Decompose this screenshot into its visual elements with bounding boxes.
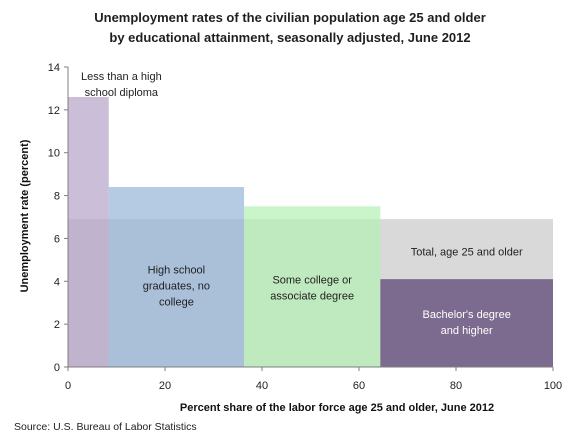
bar-2-label-line-1: High school [148,265,205,277]
y-tick-label: 10 [48,148,60,160]
x-axis-label: Percent share of the labor force age 25 … [180,402,494,414]
y-tick-label: 14 [48,62,60,74]
bar-3-label-line-2: associate degree [270,291,354,303]
x-tick-label: 80 [450,380,462,392]
chart-title-line-2: by educational attainment, seasonally ad… [109,30,470,45]
x-tick-label: 20 [159,380,171,392]
bar-3-label-line-1: Some college or [272,275,352,287]
x-tick-label: 100 [544,380,562,392]
bar-4-label-line-1: Bachelor's degree [423,309,511,321]
y-axis-label: Unemployment rate (percent) [19,139,31,292]
y-tick-label: 2 [54,319,60,331]
y-tick-label: 6 [54,233,60,245]
bar-3 [244,206,381,367]
labels-layer: Less than a high school diploma High schoo… [81,71,523,337]
bar-1-label-line-1: Less than a high [81,71,162,83]
bar-2-label-line-2: graduates, no [143,281,210,293]
y-tick-label: 8 [54,191,60,203]
x-tick-label: 0 [65,380,71,392]
y-tick-label: 4 [54,276,60,288]
chart-title-line-1: Unemployment rates of the civilian popul… [94,10,486,25]
total-label-line-1: Total, age 25 and older [411,246,523,258]
bar-4 [380,279,553,367]
bar-1-label-line-2: school diploma [85,87,159,99]
bars-layer [68,97,553,367]
bar-4-label-line-2: and higher [441,325,493,337]
axes-layer: 0 2 4 6 8 10 12 14 0 20 40 60 80 100 [48,62,562,392]
y-tick-label: 12 [48,105,60,117]
source-note: Source: U.S. Bureau of Labor Statistics [14,421,197,433]
y-tick-label: 0 [54,362,60,374]
x-tick-label: 40 [256,380,268,392]
bar-1 [68,97,109,367]
bar-2-label-line-3: college [159,297,194,309]
x-tick-label: 60 [353,380,365,392]
bar-2 [108,187,245,367]
